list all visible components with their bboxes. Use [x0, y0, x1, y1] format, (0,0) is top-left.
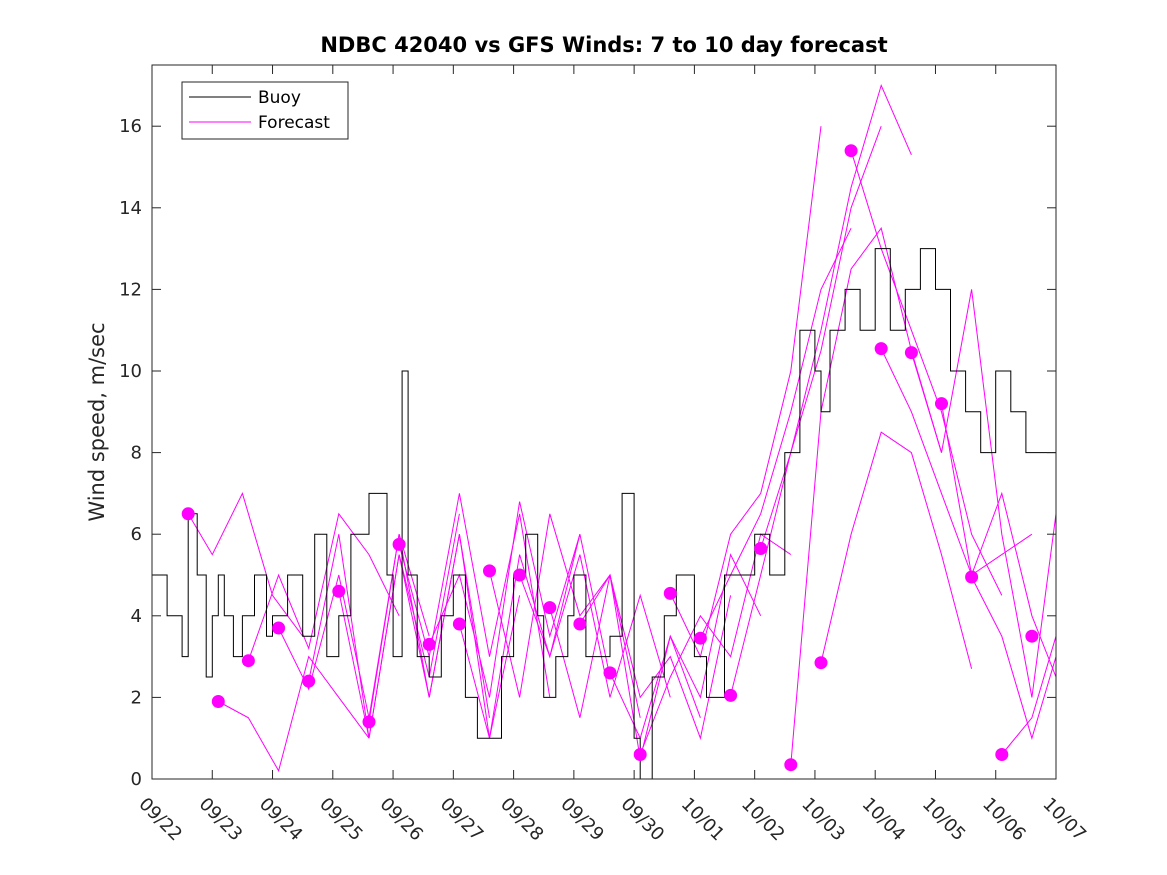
- forecast-line-11: [489, 513, 641, 718]
- forecast-line-16: [639, 533, 792, 755]
- forecast-marker-24: [874, 342, 888, 356]
- marker-layer: [181, 144, 1039, 772]
- forecast-marker-27: [965, 570, 979, 584]
- forecast-line-20: [760, 83, 912, 549]
- forecast-line-12: [519, 554, 671, 698]
- y-tick-label-16: 16: [119, 116, 142, 137]
- forecast-line-22: [820, 431, 973, 669]
- forecast-marker-3: [241, 654, 255, 668]
- forecast-marker-13: [543, 601, 557, 615]
- chart-title: NDBC 42040 vs GFS Winds: 7 to 10 day for…: [320, 33, 887, 57]
- forecast-marker-26: [935, 397, 948, 411]
- y-tick-label-14: 14: [119, 198, 142, 219]
- plot-area: [152, 65, 1056, 779]
- forecast-marker-9: [422, 637, 436, 651]
- forecast-marker-17: [663, 586, 677, 600]
- forecast-line-28: [1001, 636, 1057, 755]
- forecast-marker-2: [211, 695, 225, 708]
- forecast-line-17: [669, 126, 822, 659]
- forecast-marker-14: [573, 617, 587, 631]
- y-tick-label-12: 12: [119, 279, 142, 300]
- y-tick-label-8: 8: [131, 443, 142, 464]
- y-tick-label-4: 4: [131, 606, 142, 627]
- forecast-marker-20: [754, 542, 768, 555]
- forecast-line-27: [971, 576, 1057, 740]
- forecast-marker-11: [483, 564, 496, 578]
- forecast-line-9: [428, 501, 581, 698]
- y-axis-label: Wind speed, m/sec: [85, 322, 109, 521]
- forecast-line-8: [398, 493, 551, 698]
- forecast-line-1: [187, 492, 304, 637]
- y-tick-label-6: 6: [131, 524, 142, 545]
- forecast-marker-28: [995, 748, 1009, 761]
- forecast-marker-6: [332, 584, 346, 598]
- forecast-marker-10: [452, 617, 466, 631]
- forecast-marker-19: [724, 688, 738, 702]
- forecast-marker-4: [272, 621, 286, 635]
- forecast-marker-7: [362, 715, 376, 729]
- forecast-marker-16: [633, 748, 647, 761]
- legend-box: [181, 81, 349, 140]
- forecast-line-18: [699, 227, 852, 639]
- forecast-marker-8: [392, 537, 406, 551]
- forecast-marker-18: [693, 631, 707, 645]
- forecast-line-23: [850, 150, 1003, 596]
- forecast-marker-5: [302, 674, 316, 688]
- forecast-line-2: [218, 655, 370, 773]
- legend: Buoy Forecast: [181, 81, 349, 140]
- forecast-marker-22: [814, 656, 828, 670]
- y-tick-label-0: 0: [131, 769, 142, 790]
- forecast-marker-1: [181, 507, 195, 521]
- forecast-line-26: [941, 403, 1057, 678]
- forecast-marker-15: [603, 666, 617, 680]
- forecast-line-3: [247, 512, 400, 661]
- forecast-line-25: [910, 289, 1057, 698]
- legend-forecast-label: Forecast: [258, 113, 330, 133]
- forecast-line-19: [730, 126, 882, 696]
- forecast-line-13: [549, 574, 701, 759]
- forecast-marker-23: [844, 144, 858, 158]
- forecast-line-24: [880, 348, 1033, 576]
- buoy-line: [152, 248, 1056, 780]
- axes-box: [151, 64, 1057, 780]
- y-tick-label-2: 2: [131, 687, 142, 708]
- y-tick-label-10: 10: [119, 361, 142, 382]
- series-layer: [152, 83, 1057, 780]
- forecast-marker-29: [1025, 629, 1039, 643]
- forecast-marker-21: [784, 758, 798, 772]
- forecast-marker-12: [513, 568, 527, 582]
- legend-buoy-label: Buoy: [258, 88, 301, 108]
- forecast-marker-25: [904, 346, 918, 360]
